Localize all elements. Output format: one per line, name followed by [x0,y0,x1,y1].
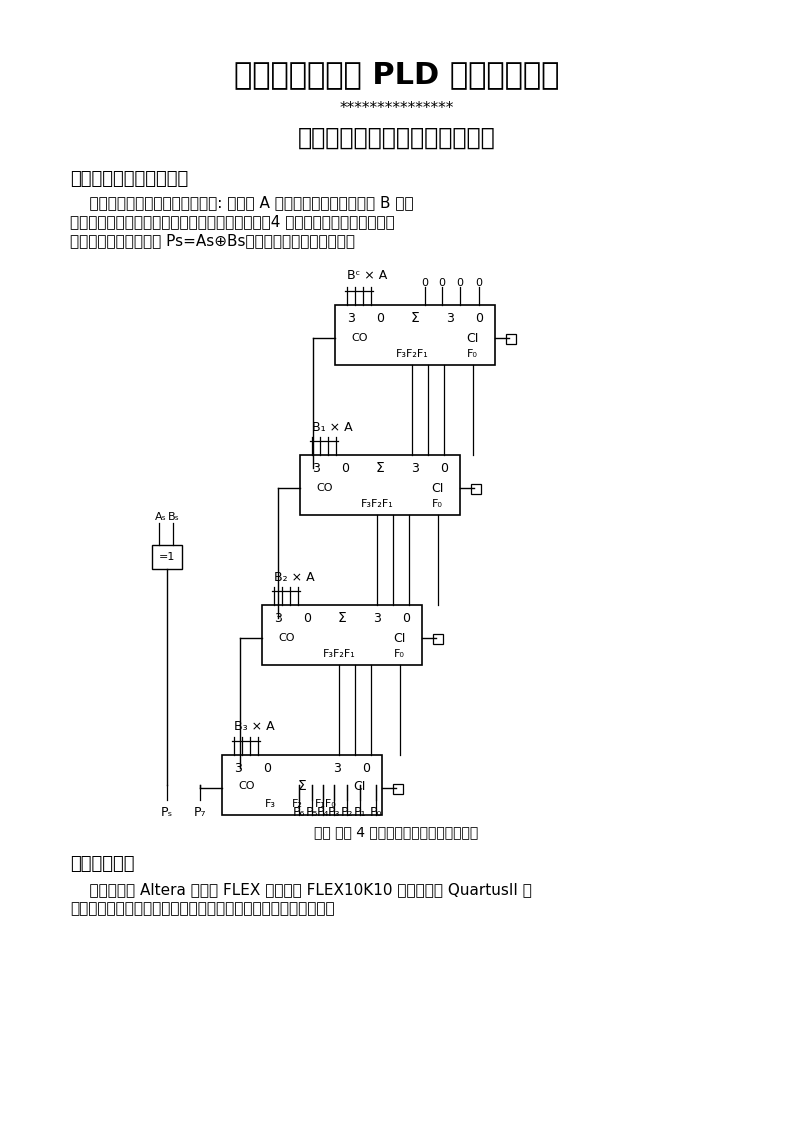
Text: CI: CI [354,780,366,793]
Text: Pₛ: Pₛ [161,806,173,819]
Bar [433,634,443,644]
Bar [300,456,460,515]
Text: 0: 0 [439,278,446,288]
Text: 3: 3 [234,762,242,774]
Text: 0: 0 [262,762,270,774]
Text: CO: CO [238,781,255,791]
Text: 二、设计输入: 二、设计输入 [70,855,135,873]
Text: 3: 3 [312,461,320,475]
Text: CI: CI [466,331,479,344]
Text: Σ: Σ [338,611,347,625]
Bar [335,305,495,365]
Text: P₄: P₄ [316,806,329,819]
Text: Aₛ: Aₛ [155,512,167,522]
Text: P₅: P₅ [305,806,318,819]
Text: 3: 3 [446,312,454,324]
Text: P₆: P₆ [293,806,305,819]
Text: B₁ × A: B₁ × A [312,421,353,433]
Text: 本实验选择 Altera 公司的 FLEX 器件中的 FLEX10K10 芯片，并用 QuartusII 软: 本实验选择 Altera 公司的 FLEX 器件中的 FLEX10K10 芯片，… [70,882,532,896]
Text: 图一 并行 4 位二进制乘法器的电路结构图: 图一 并行 4 位二进制乘法器的电路结构图 [314,825,479,839]
Bar [506,334,516,344]
Bar [262,605,422,665]
Text: 构如下图一所示，图中 Ps=As⊕Bs，用以产生乘积的符号位。: 构如下图一所示，图中 Ps=As⊕Bs，用以产生乘积的符号位。 [70,233,355,248]
Text: 3: 3 [412,461,419,475]
Text: F₂: F₂ [292,799,303,809]
Bar [471,484,481,494]
Text: CO: CO [316,482,332,493]
Text: 一、算法设计和结构选择: 一、算法设计和结构选择 [70,171,188,188]
Text: 件进行设计，采用原理图输入方式。图形输入文件如下图二所示。: 件进行设计，采用原理图输入方式。图形输入文件如下图二所示。 [70,901,335,916]
Bar [393,784,403,794]
Text: 本高速并行乘法器采用一下算法: 被乘数 A 的数值位左移，它和乘数 B 的各: 本高速并行乘法器采用一下算法: 被乘数 A 的数值位左移，它和乘数 B 的各 [70,195,414,210]
Text: CO: CO [351,333,367,343]
Text: 数字系统设计与 PLD 应用实验报告: 数字系统设计与 PLD 应用实验报告 [234,61,559,90]
Text: P₃: P₃ [328,806,340,819]
Text: P₀: P₀ [370,806,381,819]
Text: 3: 3 [333,762,341,774]
Text: F₀: F₀ [432,499,443,509]
Text: F₀: F₀ [467,349,478,359]
Text: 0: 0 [362,762,370,774]
Text: Bₛ: Bₛ [168,512,180,522]
Text: P₁: P₁ [354,806,366,819]
Text: Σ: Σ [376,461,385,476]
Text: F₃: F₃ [265,799,275,809]
Text: 3: 3 [374,611,381,625]
Text: Σ: Σ [297,779,306,793]
Text: 0: 0 [376,312,384,324]
Text: 0: 0 [476,278,482,288]
Text: F₁F₀: F₁F₀ [315,799,337,809]
Text: Bᶜ × A: Bᶜ × A [347,268,387,282]
Text: F₀: F₀ [394,650,405,660]
Text: CI: CI [393,632,406,644]
Text: P₂: P₂ [340,806,353,819]
Text: CI: CI [431,481,444,495]
Text: 0: 0 [475,312,483,324]
Text: =1: =1 [159,552,175,562]
Text: 0: 0 [402,611,410,625]
Text: Σ: Σ [411,311,419,325]
Text: ***************: *************** [339,101,454,116]
Bar [152,545,182,569]
Text: B₂ × A: B₂ × A [274,570,315,583]
Text: P₇: P₇ [193,806,206,819]
Text: F₃F₂F₁: F₃F₂F₁ [323,650,355,660]
Text: 实验一、高速并行乘法器的设计: 实验一、高速并行乘法器的设计 [297,126,496,150]
Text: 0: 0 [341,461,349,475]
Text: CO: CO [278,633,294,643]
Text: 3: 3 [274,611,282,625]
Text: 0: 0 [303,611,311,625]
Text: 0: 0 [440,461,448,475]
Text: 0: 0 [456,278,463,288]
Text: 3: 3 [347,312,355,324]
Text: B₃ × A: B₃ × A [234,720,274,734]
Bar [222,755,382,815]
Text: F₃F₂F₁: F₃F₂F₁ [361,499,393,509]
Text: 个数值位所对应的部分进行累加运算。且用与门、4 位加法器来实现，其电路结: 个数值位所对应的部分进行累加运算。且用与门、4 位加法器来实现，其电路结 [70,214,395,229]
Text: F₃F₂F₁: F₃F₂F₁ [396,349,428,359]
Text: 0: 0 [421,278,428,288]
